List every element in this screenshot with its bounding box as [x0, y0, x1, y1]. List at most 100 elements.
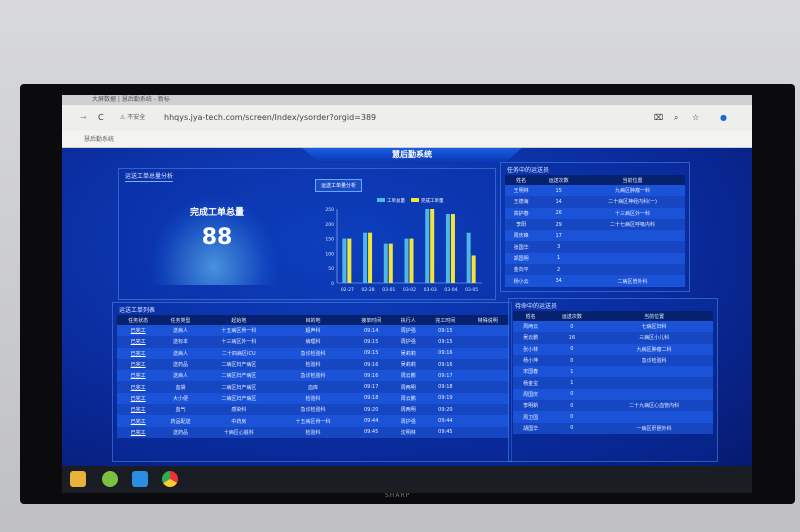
table-cell: 周护强 [392, 325, 425, 337]
table-row[interactable]: 杨小云 34 二病区普外科 [505, 275, 685, 287]
table-cell: 病理科 [275, 336, 351, 348]
table-cell: 17 [537, 230, 581, 242]
table-cell: 二病区妇产病区 [201, 381, 276, 393]
table-cell: 0 [548, 411, 596, 423]
star-icon[interactable]: ☆ [692, 113, 700, 122]
table-cell[interactable]: 已完工 [117, 358, 160, 371]
table-cell[interactable]: 已完工 [117, 426, 160, 438]
app-icon[interactable] [132, 471, 148, 487]
back-icon[interactable]: → [80, 113, 87, 122]
table-row[interactable]: 吴云鹏 16 三病区小儿科 [513, 332, 713, 344]
table-cell[interactable]: 已完工 [117, 404, 160, 416]
table-row[interactable]: 已完工 药品配送 中药房 十五病区骨一科 09:44 周护强 09:44 [117, 415, 509, 427]
table-row[interactable]: 已完工 血袋 二病区妇产病区 血库 09:17 周两明 09:18 [117, 381, 509, 393]
table-row[interactable]: 王德海 14 二十病区神经内科(一) [505, 196, 685, 208]
table-cell: 09:45 [350, 426, 393, 438]
column-header: 当前位置 [580, 175, 685, 185]
table-row[interactable]: 杨金宝 1 [513, 377, 713, 389]
table-cell: 0 [548, 354, 596, 367]
table-row[interactable]: 已完工 大小便 二病区妇产病区 检验科 09:18 周云鹏 09:19 [117, 392, 509, 405]
browser-tab[interactable]: 大屏数据 | 慧后勤系统 - 新标 [92, 96, 170, 103]
table-row[interactable]: 周卫国 0 [513, 411, 713, 423]
table-row[interactable]: 已完工 送药品 十病区心脏科 检验科 09:45 沈明林 09:45 [117, 426, 509, 438]
table-row[interactable]: 周庆峰 17 [505, 230, 685, 242]
table-cell [466, 347, 509, 359]
table-row[interactable]: 杨小萍 0 急诊检验科 [513, 354, 713, 367]
table-row[interactable]: 李阳 29 二十七病区呼吸内科 [505, 218, 685, 231]
table-cell [595, 411, 713, 423]
table-row[interactable]: 张小林 0 九病区肿瘤二科 [513, 343, 713, 355]
app-icon[interactable] [102, 471, 118, 487]
staff-panel: 任务中的运送员 姓名 运送次数 当前位置 王明林 15 九病区肿瘤一科 王德海 14 二十病区神… [500, 162, 690, 292]
table-cell[interactable]: 已完工 [117, 336, 160, 348]
table-cell: 杨金宝 [513, 377, 549, 389]
file-explorer-icon[interactable] [70, 471, 86, 487]
table-cell [466, 325, 509, 337]
chart-button[interactable]: 运送工单量分析 [315, 179, 363, 192]
legend-label: 工单总量 [387, 197, 405, 204]
table-row[interactable]: 周国庆 0 [513, 388, 713, 401]
table-row[interactable]: 周两云 0 七病区妇科 [513, 321, 713, 333]
table-cell: 周两云 [513, 321, 549, 333]
bar-total [466, 232, 471, 283]
dashboard: 慧后勤系统 运送工单总量分析 完成工单总量 88 运送工单量分析 0 50 100 1… [62, 148, 752, 466]
table-cell: 二病区妇产病区 [201, 358, 276, 371]
table-cell: 超声科 [275, 325, 351, 337]
bookmark-item[interactable]: 慧后勤系统 [84, 136, 115, 143]
table-row[interactable]: 金向平 2 [505, 264, 685, 276]
table-row[interactable]: 已完工 送药品 二病区妇产病区 检验科 09:16 吴莉莉 09:16 [117, 358, 509, 371]
url-input[interactable]: hhqys.jya-tech.com/screen/Index/ysorder?… [164, 113, 377, 122]
table-row[interactable]: 宋国春 1 [513, 366, 713, 378]
table-row[interactable]: 已完工 送病人 二病区妇产病区 急诊检验科 09:16 周云鹏 09:17 [117, 370, 509, 382]
column-header: 起始地 [201, 315, 276, 325]
table-row[interactable]: 王明林 15 九病区肿瘤一科 [505, 185, 685, 197]
translate-icon[interactable]: ⌧ [654, 113, 664, 122]
profile-icon[interactable]: ● [720, 113, 727, 122]
table-row[interactable]: 已完工 送病人 十五病区骨一科 超声科 09:14 周护强 09:15 [117, 325, 509, 337]
x-tick-label: 03-03 [424, 287, 437, 293]
table-cell: 09:20 [424, 404, 467, 416]
column-header: 姓名 [513, 311, 549, 321]
zoom-icon[interactable]: ⌕ [674, 113, 679, 122]
table-cell: 九病区肿瘤一科 [580, 185, 685, 197]
table-cell: 09:15 [350, 347, 393, 359]
insecure-badge[interactable]: ⚠ 不安全 [120, 114, 146, 121]
chrome-icon[interactable] [162, 471, 178, 487]
table-cell[interactable]: 已完工 [117, 381, 160, 393]
table-cell: 血袋 [159, 381, 202, 393]
table-cell[interactable]: 已完工 [117, 415, 160, 427]
table-row[interactable]: 已完工 血气 感染科 急诊检验科 09:20 周两明 09:20 [117, 404, 509, 416]
table-cell[interactable]: 已完工 [117, 392, 160, 405]
table-cell: 二病区妇产病区 [201, 370, 276, 382]
table-row[interactable]: 李明新 0 二十九病区心血管内科 [513, 400, 713, 412]
x-tick-label: 03-01 [382, 287, 395, 293]
table-cell[interactable]: 已完工 [117, 347, 160, 359]
table-row[interactable]: 高护春 26 十三病区外一科 [505, 207, 685, 219]
reload-icon[interactable]: C [98, 113, 104, 122]
insecure-label: 不安全 [127, 114, 146, 121]
table-cell[interactable]: 已完工 [117, 370, 160, 382]
orders-panel: 运送工单列表 任务状态 任务类型 起始地 目的地 接单时间 执行人 完工时间 特殊说明 已完工送… [112, 302, 512, 462]
table-cell: 血库 [275, 381, 351, 393]
table-cell: 沈明林 [392, 426, 425, 438]
x-tick-label: 02-28 [362, 287, 375, 293]
table-cell: 14 [537, 196, 581, 208]
table-cell [466, 392, 509, 405]
table-cell: 王明林 [505, 185, 538, 197]
table-cell: 李明新 [513, 400, 549, 412]
table-row[interactable]: 已完工 送病人 二十四病区ICU 急诊检验科 09:15 吴莉莉 09:16 [117, 347, 509, 359]
table-cell: 郑国明 [505, 252, 538, 265]
table-row[interactable]: 郑国明 1 [505, 252, 685, 265]
table-cell: 09:17 [350, 381, 393, 393]
table-cell: 急诊检验科 [595, 354, 713, 367]
column-header: 完工时间 [424, 315, 467, 325]
table-row[interactable]: 胡国华 0 一病区肝胆外科 [513, 422, 713, 434]
table-cell: 周护强 [392, 336, 425, 348]
table-row[interactable]: 张国华 3 [505, 241, 685, 253]
table-cell: 09:15 [350, 336, 393, 348]
table-cell[interactable]: 已完工 [117, 325, 160, 337]
table-row[interactable]: 已完工 送标本 十三病区外一科 病理科 09:15 周护强 09:15 [117, 336, 509, 348]
column-header: 任务状态 [117, 315, 160, 325]
table-cell: 2 [537, 264, 581, 276]
table-cell: 周云鹏 [392, 392, 425, 405]
